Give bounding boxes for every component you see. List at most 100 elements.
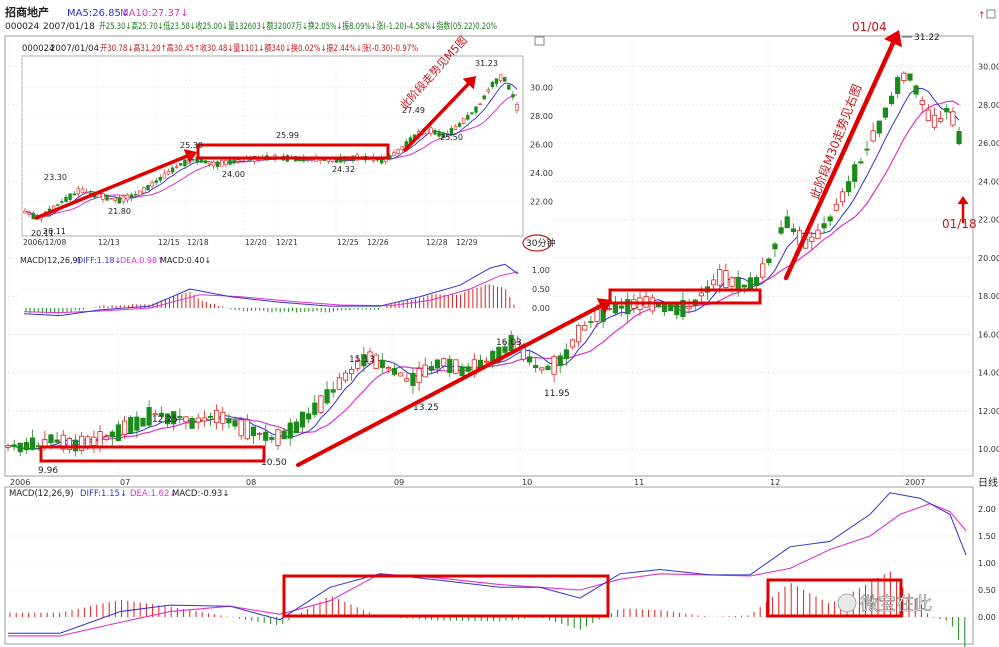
main-plot-frame xyxy=(4,35,974,477)
main-y-tick-10: 30.00 xyxy=(978,63,999,72)
inset-candle-body-110 xyxy=(474,106,478,113)
main-y-tick-2: 14.00 xyxy=(978,369,999,378)
inset-x-tick-4: 12/20 xyxy=(245,238,267,247)
inset-candle-body-26 xyxy=(129,194,134,199)
candle-body-96 xyxy=(594,309,600,322)
candle-body-29 xyxy=(183,416,189,423)
candle-body-71 xyxy=(441,358,447,367)
candle-body-150 xyxy=(925,109,931,122)
candle-body-92 xyxy=(569,339,576,348)
candle-body-61 xyxy=(379,359,385,368)
inset-y-tick-1: 24.00 xyxy=(530,169,553,178)
scroll-up-icon[interactable]: ↑ xyxy=(978,11,986,21)
main-x-tick-4: 10 xyxy=(522,478,532,487)
inset-candle-body-44 xyxy=(203,160,208,164)
inset-label-25-50: 25.50 xyxy=(440,133,463,142)
candle-body-149 xyxy=(919,100,925,105)
inset-candle-body-52 xyxy=(236,159,240,162)
candle-body-28 xyxy=(177,416,183,418)
main-y-tick-4: 18.00 xyxy=(978,292,999,301)
candle-body-85 xyxy=(526,356,533,363)
candle-body-69 xyxy=(428,366,434,371)
inset-macd-tick-0: 0.00 xyxy=(532,304,550,313)
inset-candle-body-117 xyxy=(502,77,507,82)
inset-restore-button[interactable] xyxy=(534,36,545,46)
main-diff-line xyxy=(8,492,967,634)
arrow-main-surge-head xyxy=(884,30,903,48)
inset-candle-body-27 xyxy=(134,193,138,196)
zoom-button[interactable] xyxy=(986,9,996,19)
candle-body-141 xyxy=(870,130,876,142)
inset-diff-label: DIFF:1.18↓ xyxy=(77,256,121,265)
main-y-tick-8: 26.00 xyxy=(978,139,999,148)
candle-body-67 xyxy=(416,368,422,383)
main-x-tick-1: 07 xyxy=(120,478,130,487)
candle-body-93 xyxy=(576,324,582,343)
candle-body-142 xyxy=(876,120,882,134)
inset-x-tick-8: 12/28 xyxy=(426,238,448,247)
inset-x-tick-9: 12/29 xyxy=(456,238,478,247)
candle-body-17 xyxy=(109,431,115,438)
candle-body-30 xyxy=(189,418,195,429)
inset-x-tick-0: 2006/12/08 xyxy=(23,238,66,247)
candle-body-155 xyxy=(956,131,962,145)
candle-body-53 xyxy=(330,389,336,393)
inset-candle-body-115 xyxy=(494,78,499,85)
inset-candle-body-73 xyxy=(322,159,326,161)
candle-body-78 xyxy=(483,360,490,363)
candle-body-147 xyxy=(907,73,913,81)
inset-candle-body-102 xyxy=(441,132,445,139)
inset-candle-body-34 xyxy=(162,172,167,179)
inset-candle-body-38 xyxy=(179,163,183,166)
inset-x-tick-1: 12/13 xyxy=(98,238,120,247)
candle-body-86 xyxy=(533,365,539,369)
candle-body-82 xyxy=(508,335,514,351)
inset-y-tick-3: 28.00 xyxy=(530,112,553,121)
candle-body-126 xyxy=(778,227,784,234)
arrow-inset-rally-head xyxy=(183,149,197,164)
inset-candle-body-22 xyxy=(113,197,117,201)
inset-candle-body-25 xyxy=(125,194,130,201)
main-y-tick-9: 28.00 xyxy=(978,101,999,110)
inset-candle-body-11 xyxy=(68,193,72,201)
candle-body-60 xyxy=(373,354,379,369)
main-macd-y-axis: 0.00 0.50 1.00 1.50 2.00 xyxy=(978,505,996,622)
candle-body-41 xyxy=(256,432,263,435)
candle-body-118 xyxy=(729,277,735,287)
candle-body-134 xyxy=(827,216,833,222)
candle-body-154 xyxy=(950,111,956,126)
inset-macd-value: MACD:0.40↓ xyxy=(160,256,211,265)
candle-body-107 xyxy=(661,303,668,313)
candle-body-51 xyxy=(318,395,324,413)
candle-body-18 xyxy=(115,424,122,442)
inset-x-tick-7: 12/26 xyxy=(367,238,389,247)
candle-body-120 xyxy=(741,284,747,288)
inset-candle-body-114 xyxy=(490,81,495,88)
inset-y-axis: 22.00 24.00 26.00 28.00 30.00 xyxy=(530,83,553,206)
inset-candle-body-51 xyxy=(232,159,236,164)
inset-diff-line xyxy=(23,263,519,317)
candle-body-49 xyxy=(306,413,312,420)
consolidation-box-2 xyxy=(608,288,762,305)
candle-body-140 xyxy=(864,148,870,151)
inset-candle-body-48 xyxy=(220,160,224,167)
candle-body-121 xyxy=(747,277,754,290)
inset-candle-body-120 xyxy=(515,103,519,111)
candle-body-113 xyxy=(698,292,704,297)
candle-body-19 xyxy=(121,420,128,436)
candle-body-2 xyxy=(17,442,23,453)
candle-body-44 xyxy=(275,429,281,446)
arrow-inset-rally-shaft xyxy=(34,154,189,220)
inset-label-31-23: 31.23 xyxy=(475,59,498,68)
candle-body-31 xyxy=(195,417,201,423)
inset-label-20-11: 20.11 xyxy=(31,229,54,238)
header-code: 000024 xyxy=(5,22,40,32)
inset-candle-body-101 xyxy=(437,131,441,137)
candle-body-20 xyxy=(128,417,134,434)
candle-body-108 xyxy=(668,304,674,311)
inset-candle-body-104 xyxy=(449,128,454,135)
low-label-11-95: 11.95 xyxy=(544,389,570,399)
inset-quote: 开30.78↓高31.20↑高30.45↑收30.48↓量1101↓额340↓换… xyxy=(100,43,418,54)
candle-body-24 xyxy=(152,413,158,416)
candle-body-64 xyxy=(398,372,404,377)
